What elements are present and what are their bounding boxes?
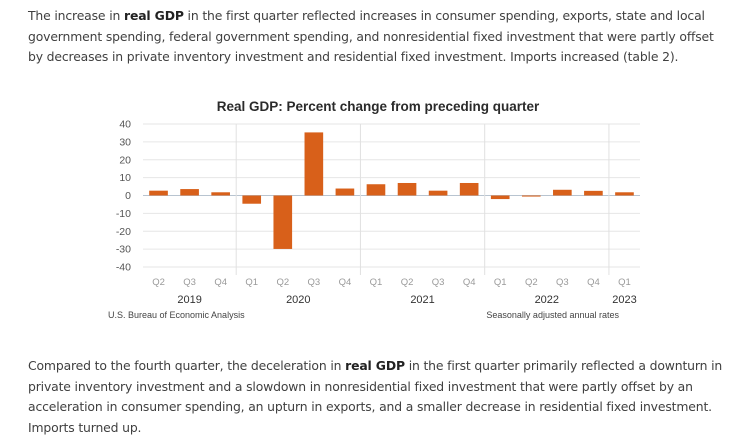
- bar-12: [521, 195, 541, 197]
- bar-13: [553, 189, 572, 196]
- bar-10: [459, 182, 479, 196]
- x-tick-label: Q2: [401, 277, 414, 288]
- x-tick-label: Q1: [370, 277, 383, 288]
- real-gdp-bar-chart: Real GDP: Percent change from preceding …: [108, 99, 640, 320]
- x-tick-label: Q3: [183, 277, 196, 288]
- x-axis-year-labels: 2019 2020 2021 2022 2023: [177, 294, 636, 306]
- comparison-text-rest: in the first quarter primarily reflected…: [28, 358, 723, 435]
- y-tick-label: -30: [116, 244, 131, 256]
- x-tick-label: Q3: [432, 277, 445, 288]
- y-tick-label: -10: [116, 208, 131, 220]
- bar-14: [584, 190, 603, 196]
- bar-15: [615, 192, 634, 196]
- x-tick-label: Q4: [587, 277, 600, 288]
- bar-2: [211, 192, 230, 196]
- chart-title: Real GDP: Percent change from preceding …: [217, 99, 540, 114]
- y-tick-label: 10: [119, 172, 131, 184]
- x-tick-label: Q4: [339, 277, 352, 288]
- x-axis-quarter-labels: Q2 Q3 Q4 Q1 Q2 Q3 Q4 Q1 Q2 Q3 Q4 Q1 Q2 Q3 Q4 Q1: [152, 277, 631, 288]
- real-gdp-bold: real GDP: [123, 8, 184, 23]
- x-tick-label: Q4: [214, 277, 227, 288]
- year-label: 2022: [535, 294, 559, 306]
- y-tick-label: -40: [116, 262, 131, 274]
- bar-11: [490, 195, 510, 200]
- bar-0: [149, 190, 168, 196]
- bar-9: [428, 190, 448, 196]
- year-label: 2020: [286, 294, 310, 306]
- y-tick-label: 0: [125, 190, 131, 202]
- y-tick-label: -20: [116, 226, 131, 238]
- y-tick-label: 30: [119, 136, 131, 148]
- intro-text-rest: in the first quarter reflected increases…: [28, 8, 714, 64]
- bar-7: [366, 184, 386, 196]
- bar-6: [335, 188, 355, 196]
- bar-3: [242, 195, 262, 204]
- y-tick-label: 20: [119, 154, 131, 166]
- x-tick-label: Q3: [308, 277, 321, 288]
- x-tick-label: Q1: [494, 277, 507, 288]
- real-gdp-bold: real GDP: [345, 358, 405, 373]
- intro-paragraph: The increase in real GDP in the first qu…: [28, 6, 728, 68]
- intro-text-start: The increase in: [28, 8, 124, 23]
- x-tick-label: Q2: [152, 277, 165, 288]
- bar-1: [180, 189, 199, 196]
- comparison-paragraph: Compared to the fourth quarter, the dece…: [28, 356, 728, 438]
- bars: [149, 132, 634, 249]
- comparison-text-start: Compared to the fourth quarter, the dece…: [28, 358, 346, 373]
- bar-8: [397, 182, 417, 196]
- x-tick-label: Q1: [245, 277, 258, 288]
- year-separators: [235, 124, 610, 275]
- source-note: U.S. Bureau of Economic Analysis: [108, 310, 245, 320]
- x-tick-label: Q4: [463, 277, 476, 288]
- rate-note: Seasonally adjusted annual rates: [486, 310, 619, 320]
- x-tick-label: Q1: [618, 277, 631, 288]
- bar-4: [273, 195, 293, 249]
- y-tick-label: 40: [119, 119, 131, 131]
- year-label: 2019: [177, 294, 201, 306]
- y-axis-ticks: 40 30 20 10 0 -10 -20 -30 -40: [116, 119, 131, 274]
- bar-5: [304, 132, 324, 196]
- x-tick-label: Q3: [556, 277, 569, 288]
- year-label: 2023: [612, 294, 636, 306]
- x-tick-label: Q2: [525, 277, 538, 288]
- x-tick-label: Q2: [276, 277, 289, 288]
- year-label: 2021: [410, 294, 434, 306]
